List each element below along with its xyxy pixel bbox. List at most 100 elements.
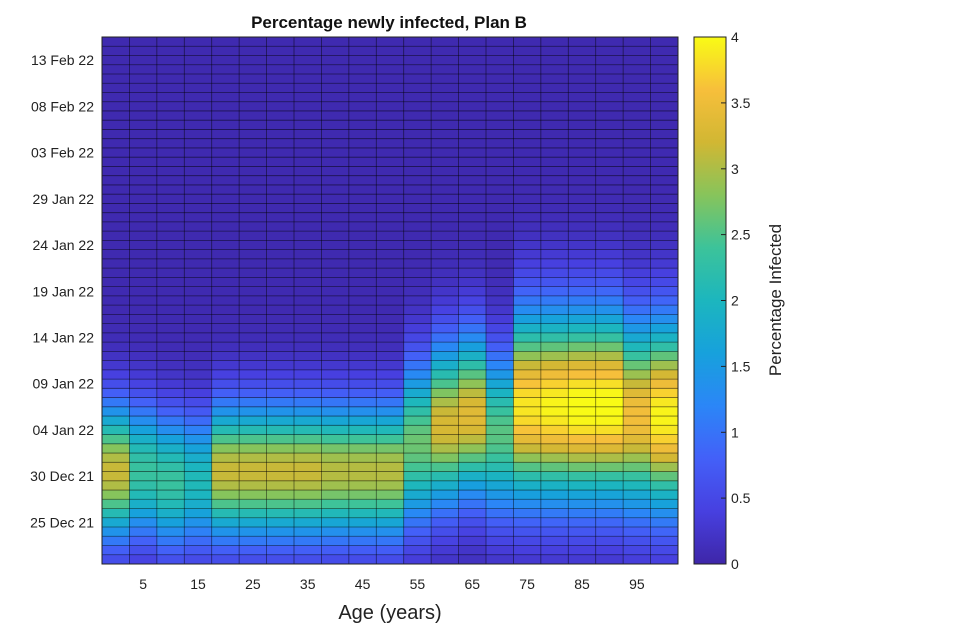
heatmap-cell [376, 286, 405, 297]
heatmap-cell [376, 416, 405, 426]
heatmap-cell [266, 138, 295, 149]
y-tick-label: 08 Feb 22 [31, 98, 94, 114]
heatmap-cell [348, 351, 377, 361]
heatmap-cell [266, 517, 295, 528]
y-tick-label: 19 Jan 22 [33, 283, 95, 299]
heatmap-cell [266, 55, 295, 66]
heatmap-cell [376, 240, 405, 250]
heatmap-cell [156, 536, 185, 546]
heatmap-cell [540, 64, 569, 75]
heatmap-cell [458, 490, 487, 500]
heatmap-cell [513, 425, 542, 435]
heatmap-cell [294, 406, 322, 417]
heatmap-cell [129, 138, 158, 149]
heatmap-cell [102, 342, 130, 352]
heatmap-cell [486, 64, 514, 75]
heatmap-cell [156, 508, 185, 519]
heatmap-cell [184, 55, 213, 66]
heatmap-cell [540, 240, 569, 250]
heatmap-cell [623, 471, 651, 482]
heatmap-cell [513, 443, 542, 454]
heatmap-cell [102, 425, 130, 435]
heatmap-cell [321, 406, 350, 417]
heatmap-cell [266, 194, 295, 204]
heatmap-cell [568, 471, 597, 482]
heatmap-cell [184, 369, 213, 380]
heatmap-cell [294, 147, 322, 158]
heatmap-cell [102, 129, 130, 140]
heatmap-cell [376, 249, 405, 260]
heatmap-cell [431, 268, 459, 278]
heatmap-cell [211, 471, 240, 482]
heatmap-cell [458, 508, 487, 519]
heatmap-cell [266, 480, 295, 491]
heatmap-cell [431, 286, 459, 297]
heatmap-cell [376, 258, 405, 269]
heatmap-cell [294, 554, 322, 565]
heatmap-cell [650, 120, 679, 130]
heatmap-cell [403, 221, 432, 232]
heatmap-cell [321, 462, 350, 472]
heatmap-cell [321, 443, 350, 454]
heatmap-cell [431, 360, 459, 371]
heatmap-cell [486, 55, 514, 66]
heatmap-cell [595, 527, 624, 537]
heatmap-cell [540, 147, 569, 158]
heatmap-cell [513, 138, 542, 149]
heatmap-cell [211, 323, 240, 334]
heatmap-cell [266, 536, 295, 546]
heatmap-cell [513, 175, 542, 186]
heatmap-cell [458, 157, 487, 167]
heatmap-cell [321, 37, 350, 47]
heatmap-cell [129, 194, 158, 204]
heatmap-cell [239, 480, 267, 491]
heatmap-cell [266, 425, 295, 435]
heatmap-cell [540, 249, 569, 260]
heatmap-cell [376, 129, 405, 140]
heatmap-cell [486, 434, 514, 445]
heatmap-cell [184, 64, 213, 75]
y-tick-label: 14 Jan 22 [33, 330, 95, 346]
heatmap-cell [540, 425, 569, 435]
heatmap-cell [376, 314, 405, 324]
heatmap-cell [623, 286, 651, 297]
heatmap-cell [650, 490, 679, 500]
heatmap-cell [376, 110, 405, 121]
heatmap-cell [294, 120, 322, 130]
heatmap-cell [513, 406, 542, 417]
heatmap-cell [650, 416, 679, 426]
heatmap-cell [540, 157, 569, 167]
heatmap-cell [184, 527, 213, 537]
heatmap-cell [513, 240, 542, 250]
heatmap-cell [403, 388, 432, 398]
heatmap-cell [650, 37, 679, 47]
heatmap-cell [376, 527, 405, 537]
heatmap-cell [211, 536, 240, 546]
heatmap-cell [595, 277, 624, 287]
heatmap-cell [513, 268, 542, 278]
heatmap-cell [239, 55, 267, 66]
heatmap-cell [623, 240, 651, 250]
heatmap-cell [650, 64, 679, 75]
heatmap-cell [431, 231, 459, 241]
heatmap-cell [376, 73, 405, 84]
heatmap-cell [184, 231, 213, 241]
heatmap-cell [486, 517, 514, 528]
heatmap-cell [156, 101, 185, 112]
heatmap-cell [650, 332, 679, 343]
heatmap-cell [595, 434, 624, 445]
heatmap-cell [403, 499, 432, 509]
heatmap-cell [321, 480, 350, 491]
heatmap-cell [458, 536, 487, 546]
heatmap-cell [431, 295, 459, 306]
heatmap-cell [650, 406, 679, 417]
heatmap-cell [184, 120, 213, 130]
heatmap-cell [211, 166, 240, 176]
heatmap-cell [403, 249, 432, 260]
heatmap-cell [348, 295, 377, 306]
heatmap-cell [294, 342, 322, 352]
heatmap-cell [266, 508, 295, 519]
heatmap-cell [321, 434, 350, 445]
heatmap-cell [376, 268, 405, 278]
heatmap-cell [294, 203, 322, 213]
